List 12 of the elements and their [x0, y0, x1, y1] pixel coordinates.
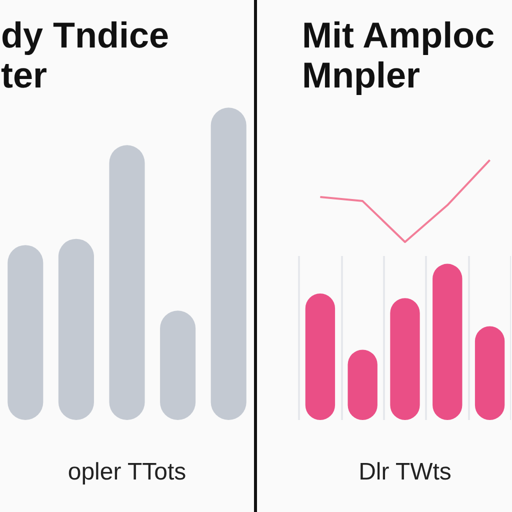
bar: [210, 108, 246, 420]
chart-title: dy Tndice ter: [1, 14, 170, 96]
bar: [390, 298, 420, 420]
bar: [432, 264, 462, 420]
bar: [8, 245, 44, 420]
bar: [58, 238, 94, 420]
bar: [474, 326, 505, 420]
x-axis-title: opler TTots: [68, 458, 186, 486]
bar: [109, 145, 145, 420]
bar: [305, 293, 336, 420]
x-axis-title: Dlr TWts: [358, 458, 452, 486]
chart-title: Mit Amploc Mnpler: [302, 14, 495, 96]
